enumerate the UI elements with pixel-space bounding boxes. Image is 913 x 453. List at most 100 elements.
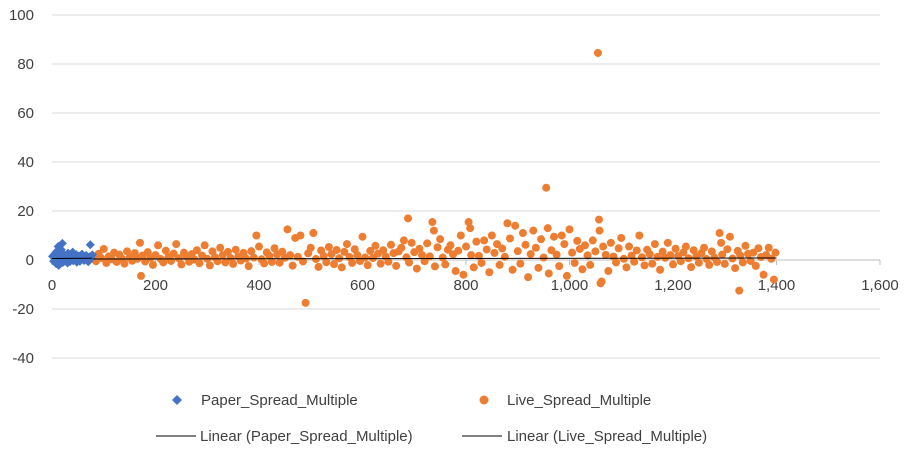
live-data-point: [490, 248, 499, 257]
live-data-point: [705, 260, 714, 269]
x-tick-label: 1,600: [861, 277, 899, 294]
live-data-point: [358, 232, 367, 241]
live-data-point: [436, 235, 445, 244]
live-data-point: [759, 270, 768, 279]
live-data-point: [658, 247, 667, 256]
live-data-point: [637, 253, 646, 262]
paper-data-point: [87, 250, 97, 260]
live-data-point: [612, 258, 621, 267]
live-data-point: [578, 265, 587, 274]
live-data-point: [531, 243, 540, 252]
live-data-point: [337, 263, 346, 272]
live-data-point: [511, 221, 520, 230]
live-data-point: [459, 270, 468, 279]
y-tick-label: 100: [9, 7, 34, 24]
live-data-point: [632, 246, 641, 255]
live-data-point: [454, 246, 463, 255]
live-data-point: [619, 254, 628, 263]
live-data-point: [456, 231, 465, 240]
live-data-point: [275, 258, 284, 267]
live-data-point: [267, 257, 276, 266]
live-data-point: [288, 261, 297, 270]
live-data-point: [200, 241, 209, 250]
live-data-point: [342, 240, 351, 249]
live-data-point: [746, 256, 755, 265]
live-data-point: [601, 250, 610, 259]
live-data-point: [570, 258, 579, 267]
live-data-point: [430, 262, 439, 271]
live-data-point: [428, 218, 437, 227]
live-data-point: [399, 236, 408, 245]
live-data-point: [474, 251, 483, 260]
live-data-point: [467, 251, 476, 260]
live-data-point: [606, 238, 615, 247]
live-data-point: [751, 261, 760, 270]
legend-diamond-marker: [172, 395, 182, 405]
live-data-point: [625, 242, 634, 251]
live-data-point: [464, 218, 473, 227]
live-data-point: [707, 247, 716, 256]
live-data-point: [764, 243, 773, 252]
live-data-point: [407, 238, 416, 247]
live-data-point: [423, 239, 432, 248]
live-data-point: [543, 224, 552, 233]
live-data-point: [231, 245, 240, 254]
live-data-point: [441, 260, 450, 269]
live-data-point: [485, 268, 494, 277]
live-data-point: [366, 246, 375, 255]
live-data-point: [148, 260, 157, 269]
live-data-point: [487, 231, 496, 240]
live-data-point: [687, 263, 696, 272]
live-data-point: [97, 254, 106, 263]
live-data-point: [694, 258, 703, 267]
live-data-point: [265, 251, 274, 260]
live-data-point: [405, 258, 414, 267]
live-data-point: [565, 225, 574, 234]
live-data-point: [717, 238, 726, 247]
live-data-point: [195, 259, 204, 268]
live-data-point: [681, 242, 690, 251]
live-data-point: [330, 260, 339, 269]
live-data-point: [516, 259, 525, 268]
live-data-point: [278, 247, 287, 256]
legend-label-live-trend: Linear (Live_Spread_Multiple): [507, 428, 707, 445]
y-tick-label: 60: [17, 105, 34, 122]
live-data-point: [466, 224, 475, 233]
x-tick-label: 800: [453, 277, 478, 294]
live-data-point: [586, 260, 595, 269]
x-tick-label: 400: [246, 277, 271, 294]
live-data-point: [174, 254, 183, 263]
live-data-point: [223, 247, 232, 256]
live-data-point: [415, 244, 424, 253]
y-tick-label: -20: [12, 301, 34, 318]
legend-item-paper: Paper_Spread_Multiple: [172, 392, 358, 409]
live-data-point: [754, 244, 763, 253]
live-data-point: [630, 257, 639, 266]
live-data-point: [588, 236, 597, 245]
live-data-point: [648, 259, 657, 268]
live-data-point: [247, 247, 256, 256]
live-data-point: [363, 261, 372, 270]
live-data-point: [521, 240, 530, 249]
live-data-point: [340, 247, 349, 256]
live-data-point: [495, 260, 504, 269]
live-data-point: [371, 241, 380, 250]
live-data-point: [505, 234, 514, 243]
live-data-point: [712, 257, 721, 266]
live-data-point: [599, 242, 608, 251]
live-data-point: [604, 267, 613, 276]
live-data-point: [622, 263, 631, 272]
live-data-point: [392, 261, 401, 270]
live-data-point: [723, 245, 732, 254]
live-data-point: [169, 249, 178, 258]
live-data-point: [386, 240, 395, 249]
live-data-point: [549, 232, 558, 241]
legend-item-live: Live_Spread_Multiple: [479, 392, 651, 409]
live-data-point: [314, 262, 323, 271]
live-data-point: [552, 250, 561, 259]
live-data-point: [192, 246, 201, 255]
live-data-point: [526, 250, 535, 259]
paper-data-point: [57, 238, 67, 248]
live-data-point: [404, 214, 413, 223]
